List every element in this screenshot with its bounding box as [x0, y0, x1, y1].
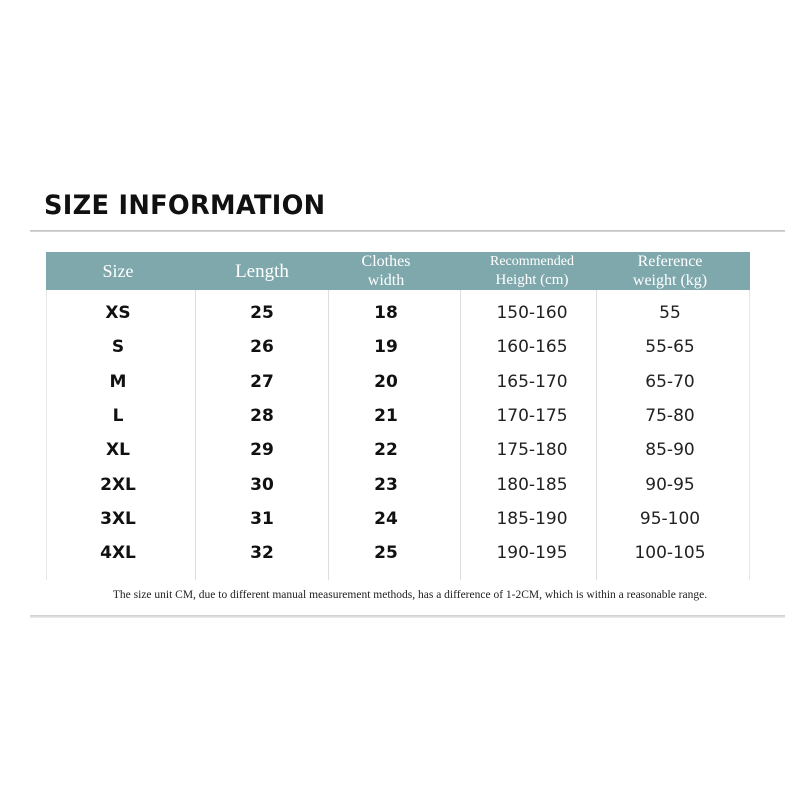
- table-cell: 24: [374, 508, 398, 529]
- table-border: [46, 290, 47, 580]
- column-header-line: Size: [102, 260, 134, 281]
- table-border: [749, 290, 750, 580]
- table-header: [46, 252, 750, 290]
- table-cell: 29: [250, 440, 274, 461]
- table-cell: 3XL: [100, 508, 136, 529]
- table-cell: 22: [374, 440, 398, 461]
- column-header-line: Length: [235, 260, 289, 282]
- column-header: Recommended Height (cm): [457, 252, 607, 290]
- table-cell: 25: [374, 543, 398, 564]
- table-cell: 185-190: [496, 508, 568, 529]
- table-cell: 26: [250, 337, 274, 358]
- table-cell: 4XL: [100, 543, 136, 564]
- column-header: Reference weight (kg): [595, 252, 745, 290]
- title-divider: [30, 230, 785, 232]
- table-cell: L: [112, 405, 124, 426]
- column-header-line: weight (kg): [632, 272, 708, 289]
- column-divider: [460, 290, 461, 580]
- table-cell: 30: [250, 474, 274, 495]
- table-cell: 55: [659, 303, 681, 323]
- column-header: Size: [43, 252, 193, 290]
- table-cell: 165-170: [496, 371, 568, 392]
- table-cell: 100-105: [634, 543, 706, 564]
- column-header-line: Recommended: [490, 254, 574, 269]
- size-table: Size Length Clothes width Recommended Height …: [46, 252, 750, 580]
- table-cell: 175-180: [496, 440, 568, 461]
- table-cell: 25: [250, 303, 274, 323]
- table-cell: 18: [374, 303, 398, 323]
- column-header-line: Clothes: [361, 253, 411, 270]
- table-cell: 55-65: [645, 337, 695, 358]
- table-cell: 65-70: [645, 371, 695, 392]
- column-header-line: Height (cm): [495, 272, 569, 288]
- table-cell: 160-165: [496, 337, 568, 358]
- column-divider: [195, 290, 196, 580]
- column-header-line: width: [367, 272, 405, 289]
- column-header: Length: [187, 252, 337, 290]
- table-cell: 85-90: [645, 440, 695, 461]
- column-divider: [328, 290, 329, 580]
- column-header: Clothes width: [311, 252, 461, 290]
- table-cell: 95-100: [639, 508, 701, 529]
- table-cell: XL: [106, 440, 130, 461]
- bottom-divider: [30, 615, 785, 618]
- table-cell: 21: [374, 405, 398, 426]
- table-cell: 150-160: [496, 303, 568, 323]
- table-cell: 75-80: [645, 405, 695, 426]
- table-cell: M: [109, 371, 127, 392]
- table-cell: XS: [105, 303, 131, 323]
- table-cell: 31: [250, 508, 274, 529]
- table-cell: S: [111, 337, 125, 358]
- size-note: The size unit CM, due to different manua…: [112, 589, 708, 601]
- table-cell: 28: [250, 405, 274, 426]
- table-cell: 90-95: [645, 474, 695, 495]
- page-title: SIZE INFORMATION: [44, 190, 326, 221]
- table-cell: 2XL: [100, 474, 136, 495]
- column-divider: [596, 290, 597, 580]
- table-cell: 20: [374, 371, 398, 392]
- table-cell: 170-175: [496, 405, 568, 426]
- table-cell: 19: [374, 337, 398, 358]
- table-cell: 180-185: [496, 474, 568, 495]
- table-cell: 23: [374, 474, 398, 495]
- column-header-line: Reference: [637, 253, 703, 270]
- table-cell: 32: [250, 543, 274, 564]
- table-cell: 27: [250, 371, 274, 392]
- table-cell: 190-195: [496, 543, 568, 564]
